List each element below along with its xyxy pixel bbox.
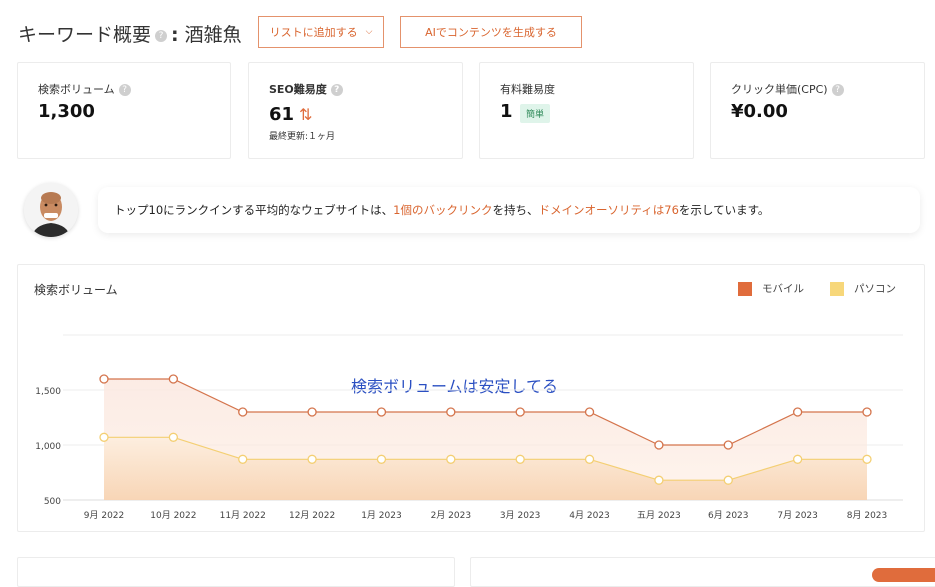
help-icon[interactable]: ?: [118, 84, 131, 96]
seo-difficulty-label: SEO難易度?: [269, 81, 347, 97]
chart-title: 検索ボリューム: [34, 283, 118, 297]
bottom-card-right: [470, 557, 935, 587]
data-point-mobile[interactable]: [168, 374, 179, 384]
add-to-list-button[interactable]: リストに追加する ⌵: [258, 16, 384, 48]
x-tick-label: 3月 2023: [500, 510, 541, 521]
data-point-desktop[interactable]: [99, 432, 109, 442]
search-volume-label: 検索ボリューム?: [38, 81, 135, 97]
data-point-mobile[interactable]: [654, 440, 664, 450]
ai-generate-label: AIでコンテンツを生成する: [425, 26, 557, 39]
paid-difficulty-card: 有料難易度 1 簡単: [479, 62, 694, 159]
data-point-desktop[interactable]: [862, 454, 872, 464]
x-tick-label: 8月 2023: [847, 510, 888, 521]
y-tick-label: 1,500: [35, 387, 61, 397]
chevron-down-icon: ⌵: [365, 27, 373, 37]
search-volume-value: 1,300: [38, 101, 95, 122]
x-tick-label: 10月 2022: [150, 510, 196, 521]
title-prefix: キーワード概要: [18, 24, 152, 46]
data-point-desktop[interactable]: [446, 454, 456, 464]
x-tick-label: 11月 2022: [220, 510, 266, 521]
x-tick-label: 4月 2023: [569, 510, 610, 521]
series-line-mobile: [104, 378, 867, 446]
ai-generate-button[interactable]: AIでコンテンツを生成する: [400, 16, 582, 48]
data-point-mobile[interactable]: [862, 407, 872, 417]
banner-text-5: を示しています。: [678, 203, 770, 217]
cpc-card: クリック単価(CPC)? ¥0.00: [710, 62, 925, 159]
search-volume-chart-card: 検索ボリューム モバイル パソコン 検索ボリュームは安定してる 500 1,000…: [17, 264, 925, 532]
bottom-card-left: [17, 557, 455, 587]
series-line-desktop: [104, 436, 867, 481]
y-tick-label: 1,000: [35, 442, 61, 452]
help-icon[interactable]: ?: [330, 84, 343, 96]
refresh-icon[interactable]: ⇅: [299, 105, 313, 124]
data-point-desktop[interactable]: [376, 454, 387, 464]
x-tick-label: 6月 2023: [708, 510, 749, 521]
data-point-mobile[interactable]: [515, 407, 525, 417]
data-point-desktop[interactable]: [723, 475, 733, 485]
data-point-mobile[interactable]: [792, 407, 803, 417]
data-point-desktop[interactable]: [168, 432, 179, 442]
data-point-desktop[interactable]: [584, 454, 595, 464]
search-volume-chart: 500 1,000 1,500 9月 2022 10月 2022 11月 2022 12月 …: [35, 334, 903, 521]
data-point-mobile[interactable]: [307, 407, 317, 417]
data-point-mobile[interactable]: [238, 407, 248, 417]
y-tick-label: 500: [44, 497, 61, 507]
x-tick-label: 1月 2023: [361, 510, 402, 521]
difficulty-badge: 簡単: [520, 104, 551, 123]
seo-difficulty-value: 61: [269, 104, 295, 125]
data-point-mobile[interactable]: [446, 407, 456, 417]
search-volume-card: 検索ボリューム? 1,300: [17, 62, 231, 159]
domain-authority-link[interactable]: ドメインオーソリティは76: [538, 203, 679, 217]
data-point-desktop[interactable]: [654, 475, 664, 485]
cpc-label: クリック単価(CPC)?: [731, 81, 848, 97]
add-to-list-label: リストに追加する: [269, 26, 358, 39]
data-point-mobile[interactable]: [376, 407, 387, 417]
x-tick-label: 2月 2023: [431, 510, 472, 521]
paid-difficulty-value: 1: [500, 101, 513, 122]
data-point-mobile[interactable]: [723, 440, 733, 450]
cpc-value: ¥0.00: [731, 101, 788, 122]
legend-label-desktop[interactable]: パソコン: [854, 283, 896, 295]
last-updated: 最終更新:１ヶ月: [269, 132, 336, 142]
seo-difficulty-card: SEO難易度? 61 ⇅ 最終更新:１ヶ月: [248, 62, 463, 159]
scroll-top-button[interactable]: [872, 568, 935, 582]
x-tick-label: 12月 2022: [289, 510, 335, 521]
data-point-desktop[interactable]: [307, 454, 317, 464]
x-tick-label: 五月 2023: [637, 510, 681, 521]
keyword: 酒雑魚: [184, 24, 242, 46]
help-icon[interactable]: ?: [155, 29, 168, 42]
legend-swatch-desktop: [830, 281, 844, 296]
paid-difficulty-label: 有料難易度: [500, 83, 555, 96]
banner-text-3: を持ち、: [492, 203, 539, 217]
data-point-desktop[interactable]: [238, 454, 248, 464]
avatar: [24, 183, 78, 237]
chart-annotation: 検索ボリュームは安定してる: [351, 377, 559, 396]
banner-text-1: トップ10にランクインする平均的なウェブサイトは、: [114, 203, 394, 217]
backlink-link[interactable]: 1個のバックリンク: [393, 203, 493, 217]
x-tick-label: 9月 2022: [84, 510, 125, 521]
title-separator: :: [171, 24, 179, 46]
data-point-desktop[interactable]: [515, 454, 525, 464]
insight-banner: トップ10にランクインする平均的なウェブサイトは、 1個のバックリンク を持ち、 ドメ…: [98, 187, 920, 233]
data-point-mobile[interactable]: [584, 407, 595, 417]
data-point-mobile[interactable]: [99, 374, 109, 384]
x-tick-label: 7月 2023: [777, 510, 818, 521]
legend-swatch-mobile: [738, 281, 752, 296]
chart-legend: モバイル パソコン: [738, 281, 896, 296]
data-point-desktop[interactable]: [792, 454, 803, 464]
legend-label-mobile[interactable]: モバイル: [762, 283, 804, 295]
page-title: キーワード概要?: 酒雑魚: [18, 20, 242, 47]
help-icon[interactable]: ?: [831, 84, 844, 96]
area-desktop: [104, 437, 867, 500]
